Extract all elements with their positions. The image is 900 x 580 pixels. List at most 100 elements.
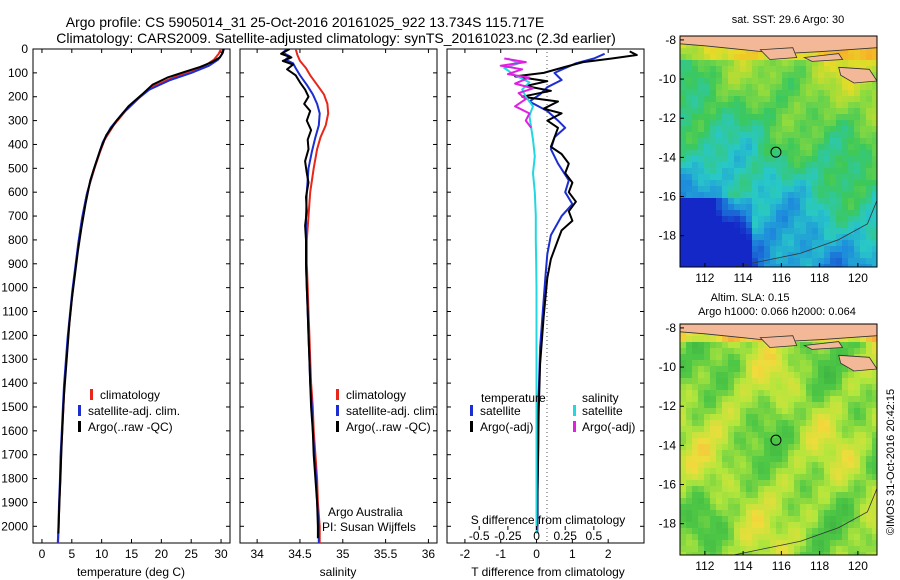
map-cell	[872, 522, 877, 529]
map-cell	[818, 144, 825, 151]
map-cell	[818, 204, 825, 211]
map-cell	[818, 420, 825, 427]
map-cell	[680, 378, 687, 385]
map-cell	[830, 150, 837, 157]
map-cell	[752, 462, 759, 469]
map-cell	[818, 96, 825, 103]
map-cell	[872, 162, 877, 169]
map-cell	[818, 72, 825, 79]
map-cell	[842, 432, 849, 439]
map-cell	[836, 420, 843, 427]
map-cell	[776, 402, 783, 409]
map-cell	[680, 498, 687, 505]
map-cell	[722, 546, 729, 553]
map-cell	[776, 216, 783, 223]
map-cell	[854, 264, 861, 267]
map-cell	[728, 222, 735, 229]
map-cell	[752, 132, 759, 139]
map-cell	[866, 498, 873, 505]
map-cell	[794, 144, 801, 151]
map-cell	[818, 210, 825, 217]
map-cell	[800, 102, 807, 109]
map-cell	[824, 156, 831, 163]
map-cell	[698, 210, 705, 217]
map-cell	[740, 540, 747, 547]
map-cell	[782, 348, 789, 355]
map-cell	[794, 342, 801, 349]
map-cell	[794, 462, 801, 469]
map-cell	[836, 426, 843, 433]
map-cell	[788, 258, 795, 265]
map-cell	[734, 492, 741, 499]
map-cell	[842, 186, 849, 193]
map-cell	[716, 132, 723, 139]
map-cell	[710, 120, 717, 127]
map-cell	[692, 84, 699, 91]
map-cell	[824, 396, 831, 403]
lon-tick-label: 118	[810, 559, 829, 573]
map-cell	[830, 366, 837, 373]
map-cell	[806, 474, 813, 481]
map-cell	[848, 528, 855, 535]
map-cell	[872, 246, 877, 253]
map-cell	[872, 336, 877, 343]
map-cell	[704, 414, 711, 421]
map-cell	[752, 444, 759, 451]
map-cell	[752, 426, 759, 433]
map-cell	[746, 456, 753, 463]
map-cell	[710, 348, 717, 355]
map-cell	[734, 102, 741, 109]
map-cell	[848, 246, 855, 253]
map-cell	[848, 534, 855, 541]
map-cell	[806, 408, 813, 415]
map-cell	[860, 174, 867, 181]
map-cell	[716, 138, 723, 145]
map-cell	[782, 234, 789, 241]
map-cell	[770, 210, 777, 217]
map-cell	[740, 378, 747, 385]
map-cell	[872, 462, 877, 469]
map-cell	[770, 366, 777, 373]
map-cell	[854, 336, 861, 343]
map-cell	[686, 444, 693, 451]
map-cell	[806, 222, 813, 229]
map-cell	[776, 534, 783, 541]
map-cell	[746, 336, 753, 343]
map-cell	[758, 474, 765, 481]
map-cell	[872, 198, 877, 205]
map-cell	[860, 540, 867, 547]
map-cell	[860, 402, 867, 409]
map-cell	[830, 522, 837, 529]
map-cell	[842, 210, 849, 217]
map-cell	[818, 462, 825, 469]
map-cell	[710, 474, 717, 481]
map-cell	[854, 342, 861, 349]
map-cell	[728, 180, 735, 187]
map-cell	[788, 78, 795, 85]
map-cell	[686, 126, 693, 133]
map-cell	[716, 360, 723, 367]
map-cell	[770, 384, 777, 391]
map-cell	[794, 492, 801, 499]
map-cell	[728, 114, 735, 121]
map-cell	[842, 408, 849, 415]
map-cell	[764, 234, 771, 241]
map-cell	[698, 528, 705, 535]
map-cell	[788, 444, 795, 451]
map-cell	[836, 144, 843, 151]
map-cell	[680, 246, 687, 253]
map-cell	[830, 132, 837, 139]
map-cell	[872, 96, 877, 103]
map-cell	[734, 384, 741, 391]
map-cell	[770, 462, 777, 469]
map-cell	[740, 90, 747, 97]
map-cell	[860, 348, 867, 355]
map-cell	[734, 66, 741, 73]
map-cell	[698, 510, 705, 517]
map-cell	[818, 222, 825, 229]
map-cell	[812, 168, 819, 175]
map-cell	[740, 546, 747, 553]
map-cell	[740, 366, 747, 373]
map-cell	[698, 180, 705, 187]
lon-tick-label: 112	[695, 559, 714, 573]
